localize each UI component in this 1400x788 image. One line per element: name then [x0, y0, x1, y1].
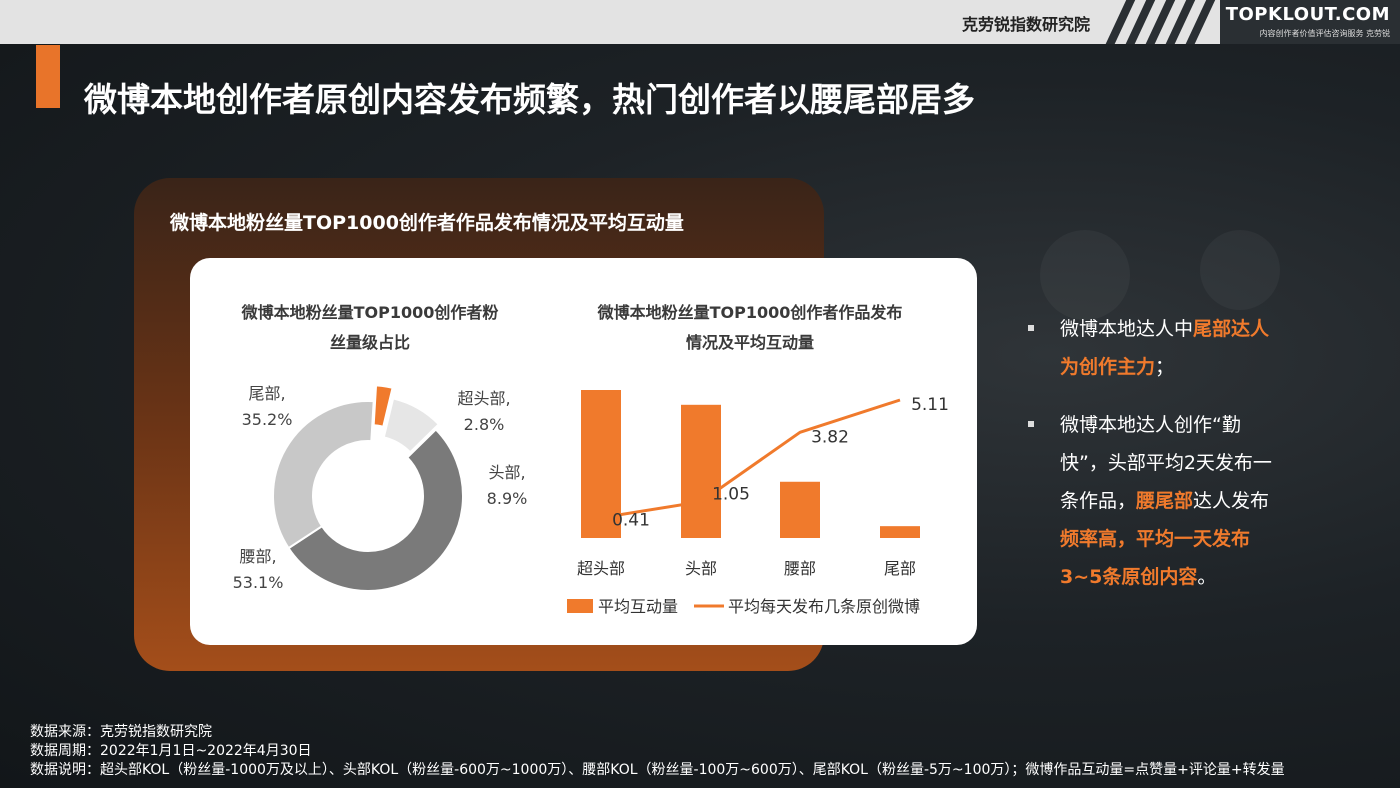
donut-title-line2: 丝量级占比: [329, 333, 410, 352]
page-title: 微博本地创作者原创内容发布频繁，热门创作者以腰尾部居多: [84, 80, 975, 119]
org-name: 克劳锐指数研究院: [961, 15, 1090, 34]
insight-bullet-2: 微博本地达人创作“勤快”，头部平均2天发布一条作品，腰尾部达人发布频率高，平均一…: [1028, 406, 1288, 596]
donut-title-line1: 微博本地粉丝量TOP1000创作者粉: [241, 303, 499, 322]
footnote-period: 数据周期：2022年1月1日~2022年4月30日: [30, 743, 312, 759]
card-title: 微博本地粉丝量TOP1000创作者作品发布情况及平均互动量: [170, 212, 684, 234]
footnote-source: 数据来源：克劳锐指数研究院: [30, 724, 212, 740]
donut-chart-title: 微博本地粉丝量TOP1000创作者粉 丝量级占比: [200, 298, 540, 358]
bar-title-line1: 微博本地粉丝量TOP1000创作者作品发布: [597, 303, 903, 322]
bar-title-line2: 情况及平均互动量: [685, 333, 814, 352]
logo: TOPKLOUT.COM 内容创作者价值评估咨询服务 克劳锐: [1220, 0, 1400, 44]
insight-bullet-1: 微博本地达人中尾部达人为创作主力；: [1028, 310, 1288, 386]
bar-chart-title: 微博本地粉丝量TOP1000创作者作品发布 情况及平均互动量: [565, 298, 935, 358]
background-figure: [1200, 230, 1280, 310]
insights-list: 微博本地达人中尾部达人为创作主力； 微博本地达人创作“勤快”，头部平均2天发布一…: [1028, 310, 1288, 616]
top-bar: 克劳锐指数研究院 TOPKLOUT.COM 内容创作者价值评估咨询服务 克劳锐: [0, 0, 1400, 44]
logo-subtext: 内容创作者价值评估咨询服务 克劳锐: [1259, 29, 1390, 38]
title-accent-bar: [36, 45, 60, 108]
background-figure: [1040, 230, 1130, 320]
decorative-stripes: [1105, 0, 1225, 44]
footnote-definition: 数据说明：超头部KOL（粉丝量-1000万及以上）、头部KOL（粉丝量-600万…: [30, 762, 1285, 778]
logo-text: TOPKLOUT.COM: [1225, 4, 1390, 25]
footnotes: 数据来源：克劳锐指数研究院 数据周期：2022年1月1日~2022年4月30日 …: [30, 723, 1285, 780]
